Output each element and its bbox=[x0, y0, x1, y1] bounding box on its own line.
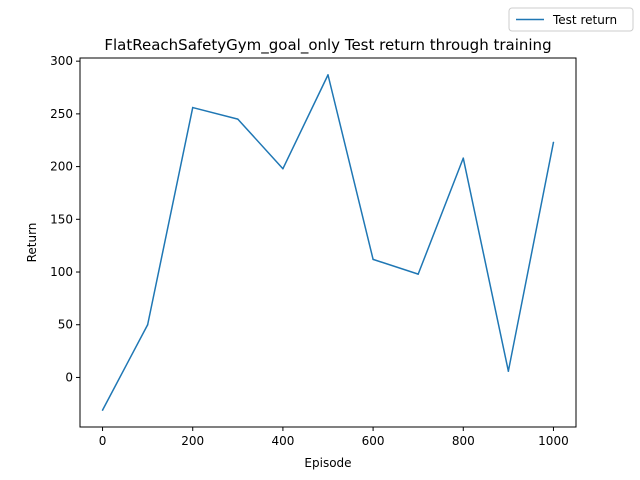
x-tick-label: 400 bbox=[271, 434, 294, 448]
x-axis-label: Episode bbox=[304, 456, 351, 470]
x-tick-label: 0 bbox=[99, 434, 107, 448]
data-point bbox=[237, 118, 239, 120]
data-point bbox=[372, 258, 374, 261]
legend: Test return bbox=[508, 7, 634, 32]
y-axis: 0 50 100 150 200 250 300 bbox=[50, 54, 80, 384]
series-layer bbox=[101, 74, 555, 411]
data-point bbox=[417, 273, 419, 275]
y-tick-label: 150 bbox=[50, 212, 73, 226]
plot-area: 0 200 400 600 800 1000 0 50 100 150 200 250 300 bbox=[50, 54, 577, 448]
x-tick-label: 800 bbox=[452, 434, 475, 448]
data-point bbox=[462, 157, 465, 159]
x-axis: 0 200 400 600 800 1000 bbox=[99, 427, 569, 448]
data-point bbox=[101, 409, 104, 411]
legend-frame bbox=[508, 7, 634, 32]
x-tick-label: 600 bbox=[362, 434, 385, 448]
axes-frame bbox=[79, 57, 577, 428]
data-point bbox=[191, 106, 194, 109]
x-tick-label: 1000 bbox=[538, 434, 569, 448]
data-point bbox=[552, 141, 555, 144]
data-point bbox=[507, 370, 510, 372]
data-point bbox=[327, 74, 329, 76]
x-tick-label: 200 bbox=[181, 434, 204, 448]
legend-label-test-return: Test return bbox=[552, 13, 617, 27]
data-point bbox=[282, 167, 284, 170]
y-tick-label: 250 bbox=[50, 107, 73, 121]
y-tick-label: 0 bbox=[65, 370, 73, 384]
y-tick-label: 300 bbox=[50, 54, 73, 68]
y-tick-label: 200 bbox=[50, 160, 73, 174]
data-point bbox=[146, 323, 149, 326]
y-tick-label: 100 bbox=[50, 265, 73, 279]
y-axis-label: Return bbox=[25, 223, 39, 263]
chart-title: FlatReachSafetyGym_goal_only Test return… bbox=[104, 36, 551, 55]
y-tick-label: 50 bbox=[58, 318, 73, 332]
